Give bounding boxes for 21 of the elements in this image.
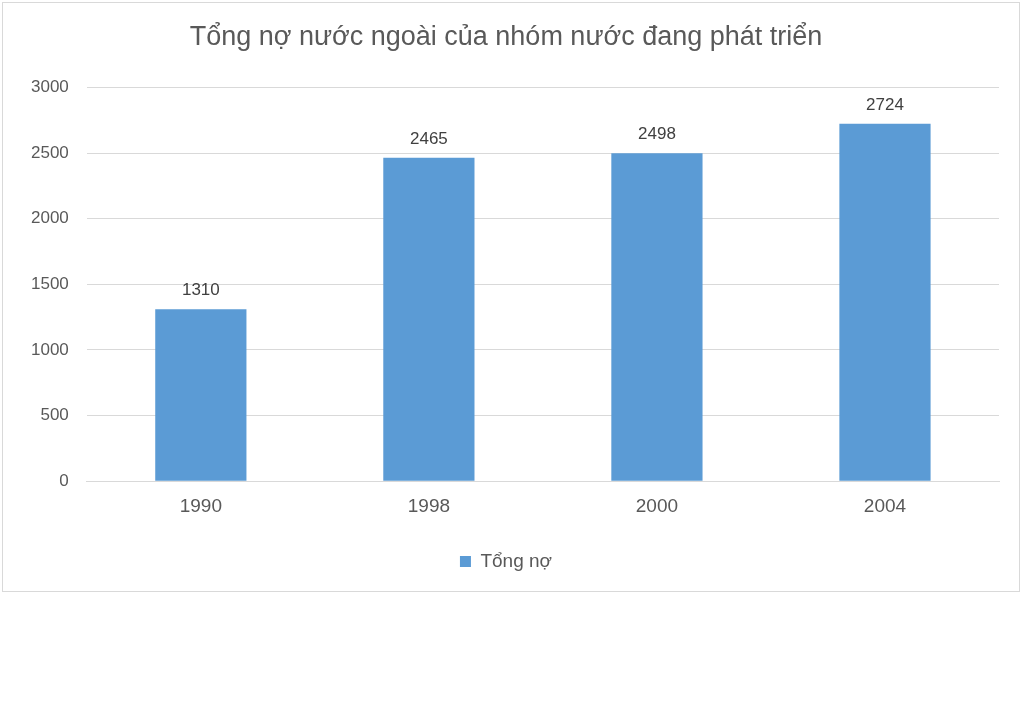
y-tick-label: 1000 — [30, 339, 69, 359]
bar — [383, 157, 475, 481]
bar — [611, 153, 703, 481]
data-label: 1310 — [181, 280, 220, 300]
data-label: 2498 — [638, 124, 676, 144]
data-label: 2724 — [866, 94, 904, 114]
chart-title: Tổng nợ nước ngoài của nhóm nước đang phát triển — [189, 20, 823, 51]
y-tick-label: 3000 — [30, 77, 69, 97]
y-tick-label: 2000 — [30, 208, 69, 228]
x-tick-label: 1990 — [179, 494, 222, 516]
bar — [155, 309, 247, 481]
y-tick-label: 500 — [40, 405, 69, 425]
legend-label: Tổng nợ — [480, 549, 553, 571]
y-tick-label: 0 — [59, 470, 69, 490]
data-label: 2465 — [409, 128, 448, 148]
bar — [839, 123, 931, 481]
x-tick-label: 2004 — [863, 494, 907, 516]
x-tick-label: 2000 — [635, 494, 679, 516]
y-tick-label: 2500 — [30, 142, 69, 162]
x-tick-label: 1998 — [407, 494, 451, 516]
y-tick-label: 1500 — [30, 273, 69, 293]
